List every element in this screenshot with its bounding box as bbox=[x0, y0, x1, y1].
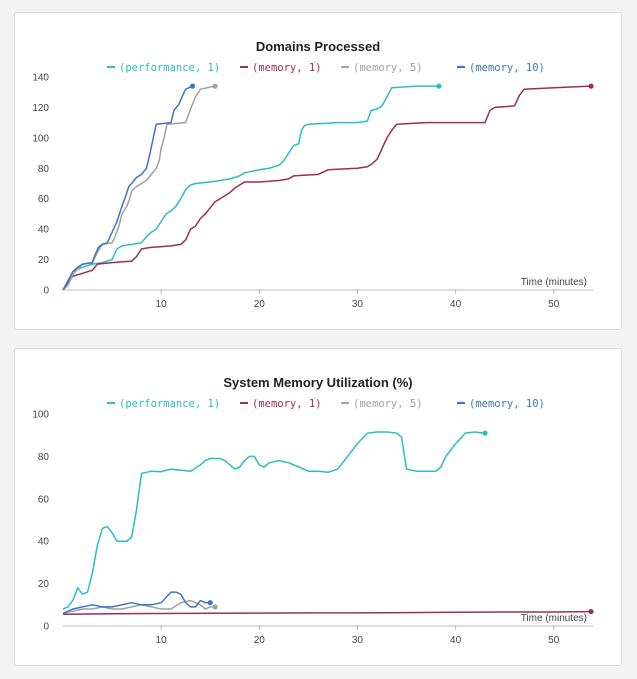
domains-processed-chart: Domains Processed (performance, 1) (memory… bbox=[32, 39, 594, 310]
legend-label: (memory, 5) bbox=[353, 398, 423, 410]
series-line[interactable] bbox=[62, 85, 216, 291]
legend-item[interactable]: (performance, 1) bbox=[107, 62, 220, 74]
y-tick-label: 100 bbox=[32, 133, 49, 144]
series-end-point[interactable] bbox=[436, 83, 442, 89]
legend-label: (memory, 1) bbox=[252, 62, 322, 74]
memory-utilization-panel: System Memory Utilization (%) (performanc… bbox=[14, 348, 622, 666]
series-line[interactable] bbox=[62, 85, 439, 291]
y-tick-label: 20 bbox=[38, 255, 50, 266]
legend-label: (memory, 5) bbox=[353, 62, 423, 74]
series-line[interactable] bbox=[62, 610, 592, 616]
y-tick-label: 40 bbox=[38, 225, 50, 236]
series-end-point[interactable] bbox=[588, 608, 594, 615]
series-end-point[interactable] bbox=[482, 430, 488, 436]
series-line[interactable] bbox=[62, 599, 216, 615]
chart-title: System Memory Utilization (%) bbox=[223, 375, 412, 390]
legend-item[interactable]: (memory, 5) bbox=[341, 398, 423, 410]
y-tick-label: 120 bbox=[32, 103, 49, 114]
series-line[interactable] bbox=[62, 85, 592, 291]
x-tick-label: 10 bbox=[156, 299, 168, 310]
legend-item[interactable]: (memory, 10) bbox=[457, 62, 545, 74]
domains-processed-panel: Domains Processed (performance, 1) (memory… bbox=[14, 12, 622, 330]
chart-title: Domains Processed bbox=[256, 39, 380, 54]
y-tick-label: 40 bbox=[38, 537, 50, 548]
series-end-point[interactable] bbox=[189, 83, 196, 89]
series-line[interactable] bbox=[62, 431, 486, 610]
x-tick-label: 50 bbox=[548, 299, 560, 310]
legend-label: (performance, 1) bbox=[119, 62, 220, 74]
y-tick-label: 60 bbox=[38, 194, 50, 205]
y-tick-label: 20 bbox=[38, 579, 50, 590]
series-end-point[interactable] bbox=[212, 83, 218, 89]
legend-label: (memory, 1) bbox=[252, 398, 322, 410]
legend-item[interactable]: (memory, 10) bbox=[457, 398, 545, 410]
y-tick-label: 80 bbox=[38, 164, 50, 175]
legend-item[interactable]: (performance, 1) bbox=[107, 398, 220, 410]
legend-label: (performance, 1) bbox=[119, 398, 220, 410]
legend-label: (memory, 10) bbox=[469, 398, 545, 410]
y-tick-label: 140 bbox=[32, 73, 49, 84]
series-end-point[interactable] bbox=[212, 604, 218, 610]
y-tick-label: 100 bbox=[32, 410, 49, 421]
legend-label: (memory, 10) bbox=[469, 62, 545, 74]
legend-item[interactable]: (memory, 1) bbox=[240, 62, 322, 74]
x-axis-label: Time (minutes) bbox=[521, 613, 587, 624]
x-tick-label: 40 bbox=[450, 635, 462, 646]
memory-utilization-chart: System Memory Utilization (%)(performanc… bbox=[32, 375, 594, 646]
series-end-point[interactable] bbox=[207, 600, 213, 606]
x-tick-label: 30 bbox=[352, 299, 364, 310]
legend-item[interactable]: (memory, 1) bbox=[240, 398, 322, 410]
series-line[interactable] bbox=[62, 591, 211, 614]
x-tick-label: 10 bbox=[156, 635, 168, 646]
x-tick-label: 40 bbox=[450, 299, 462, 310]
x-axis-label: Time (minutes) bbox=[521, 277, 587, 288]
y-tick-label: 0 bbox=[43, 622, 49, 633]
x-tick-label: 20 bbox=[254, 635, 266, 646]
y-tick-label: 60 bbox=[38, 494, 50, 505]
series-line[interactable] bbox=[62, 85, 193, 291]
x-tick-label: 20 bbox=[254, 299, 266, 310]
legend-item[interactable]: (memory, 5) bbox=[341, 62, 423, 74]
x-tick-label: 30 bbox=[352, 635, 364, 646]
y-tick-label: 0 bbox=[43, 286, 49, 297]
series-end-point[interactable] bbox=[588, 83, 594, 89]
y-tick-label: 80 bbox=[38, 452, 50, 463]
x-tick-label: 50 bbox=[548, 635, 560, 646]
